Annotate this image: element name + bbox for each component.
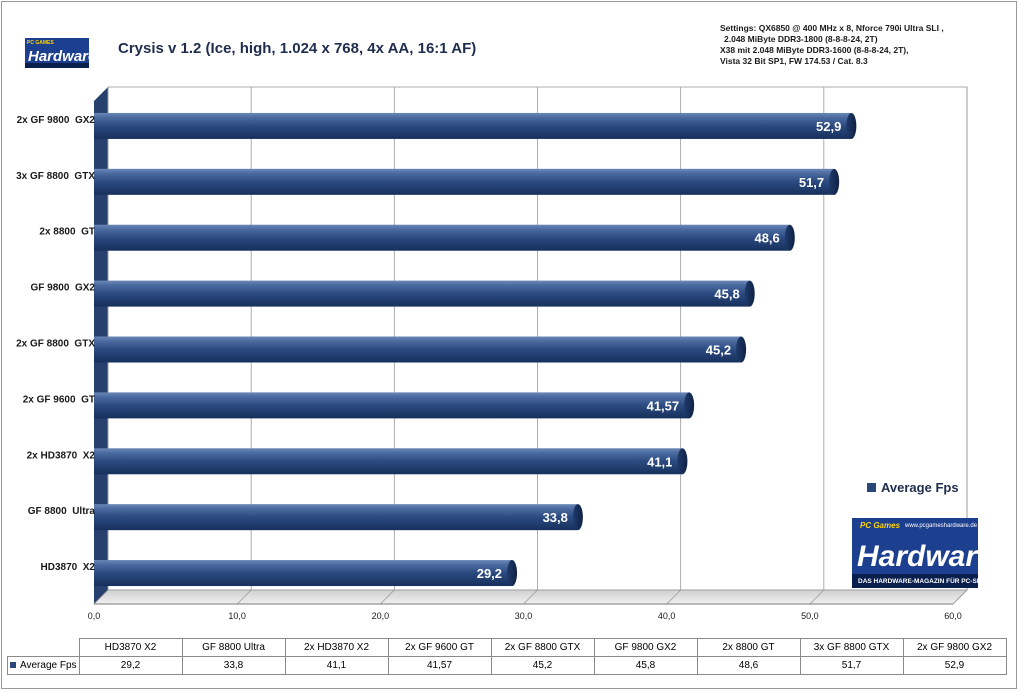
x-tick-label: 40,0 — [658, 611, 676, 621]
x-tick-label: 50,0 — [801, 611, 819, 621]
table-header-cell: 3x GF 8800 GTX — [799, 638, 904, 657]
logo-bottom-tagline: DAS HARDWARE-MAGAZIN FÜR PC-SPIELER — [858, 576, 1001, 585]
bar-value-label: 41,1 — [647, 454, 672, 469]
bar-value-label: 33,8 — [543, 510, 568, 525]
bar-value-label: 45,2 — [706, 343, 731, 358]
legend-label: Average Fps — [881, 480, 959, 495]
bar — [94, 392, 690, 419]
table-header-cell: 2x HD3870 X2 — [284, 638, 389, 657]
table-value-cell: 45,2 — [490, 656, 595, 675]
settings-line: Vista 32 Bit SP1, FW 174.53 / Cat. 8.3 — [720, 56, 868, 66]
category-label: 2x 8800 GT — [39, 227, 95, 238]
bars: 52,9 51,7 48,6 45,8 45,2 41,57 41,1 33,8 29,2 — [94, 112, 857, 587]
table-header-cell: 2x GF 9600 GT — [387, 638, 492, 657]
bar-cap — [846, 112, 857, 139]
bar — [94, 504, 578, 531]
floor-gridline — [666, 589, 681, 605]
table-value-cell: 51,7 — [799, 656, 904, 675]
table-value-cell: 41,1 — [284, 656, 389, 675]
x-tick-label: 10,0 — [228, 611, 246, 621]
bar — [94, 112, 852, 139]
category-label: 2x HD3870 X2 — [27, 450, 96, 461]
table-value-cell: 48,6 — [696, 656, 801, 675]
logo-top: PC GAMES Hardware — [25, 38, 96, 68]
settings-line: Settings: QX6850 @ 400 MHz x 8, Nforce 7… — [720, 23, 944, 33]
settings-line: 2.048 MiByte DDR3-1800 (8-8-8-24, 2T) — [724, 34, 878, 44]
logo-top-main: Hardware — [28, 48, 96, 65]
bar — [94, 224, 790, 251]
logo-bottom-main: Hardware — [857, 540, 994, 573]
bar-value-label: 51,7 — [799, 175, 824, 190]
bar-cap — [784, 224, 795, 251]
bar-cap — [572, 504, 583, 531]
bar-value-label: 29,2 — [477, 566, 502, 581]
table-header-cell: GF 9800 GX2 — [593, 638, 698, 657]
table-series-cell: Average Fps — [7, 656, 80, 675]
bar-value-label: 52,9 — [816, 119, 841, 134]
table-value-cell: 41,57 — [387, 656, 492, 675]
settings-text: Settings: QX6850 @ 400 MHz x 8, Nforce 7… — [720, 23, 944, 66]
category-labels: 2x GF 9800 GX2 3x GF 8800 GTX 2x 8800 GT GF… — [16, 115, 95, 573]
x-tick-label: 20,0 — [372, 611, 390, 621]
category-label: 2x GF 9800 GX2 — [17, 115, 96, 126]
bar-value-label: 48,6 — [754, 231, 779, 246]
table-header-cell: 2x GF 9800 GX2 — [902, 638, 1007, 657]
x-tick-label: 0,0 — [88, 611, 101, 621]
table-value-cell: 45,8 — [593, 656, 698, 675]
bar-cap — [684, 392, 695, 419]
table-value-row: Average Fps 29,2 33,8 41,1 41,57 45,2 45,8 48,… — [7, 656, 1007, 675]
logo-bottom-url: www.pcgameshardware.de — [904, 523, 978, 529]
bar — [94, 336, 742, 363]
table-header-cell: 2x GF 8800 GTX — [490, 638, 595, 657]
logo-top-small: PC GAMES — [27, 40, 54, 46]
table-series-label: Average Fps — [20, 660, 77, 671]
category-label: 3x GF 8800 GTX — [16, 171, 95, 182]
bar — [94, 448, 683, 475]
bar-cap — [744, 280, 755, 307]
legend-swatch — [867, 483, 876, 492]
bar — [94, 168, 835, 195]
floor-gridline — [952, 589, 968, 605]
logo-bottom-small: PC Games — [860, 521, 901, 530]
table-series-swatch — [10, 662, 16, 669]
category-label: 2x GF 9600 GT — [23, 394, 95, 405]
chart-title: Crysis v 1.2 (Ice, high, 1.024 x 768, 4x… — [118, 40, 476, 57]
floor-gridline — [380, 589, 395, 605]
floor-gridline — [809, 589, 825, 605]
legend: Average Fps — [867, 480, 959, 495]
x-tick-label: 30,0 — [515, 611, 533, 621]
category-label: 2x GF 8800 GTX — [16, 339, 95, 350]
floor-gridline — [236, 589, 252, 605]
table-header-cell: HD3870 X2 — [78, 638, 183, 657]
table-value-cell: 52,9 — [902, 656, 1007, 675]
bar-cap — [736, 336, 747, 363]
category-label: GF 9800 GX2 — [31, 283, 96, 294]
table-value-cell: 33,8 — [181, 656, 286, 675]
bar-value-label: 41,57 — [647, 398, 680, 413]
data-table: HD3870 X2 GF 8800 Ultra 2x HD3870 X2 2x GF … — [7, 638, 1007, 675]
bar-cap — [829, 168, 840, 195]
bar — [94, 280, 750, 307]
bar-cap — [507, 560, 518, 587]
bar-value-label: 45,8 — [714, 287, 739, 302]
table-header-row: HD3870 X2 GF 8800 Ultra 2x HD3870 X2 2x GF … — [7, 638, 1007, 657]
bar — [94, 560, 513, 587]
table-header-cell: GF 8800 Ultra — [181, 638, 286, 657]
x-tick-label: 60,0 — [944, 611, 962, 621]
bar-cap — [677, 448, 688, 475]
floor-gridline — [523, 589, 538, 605]
settings-line: X38 mit 2.048 MiByte DDR3-1600 (8-8-8-24… — [720, 45, 909, 55]
logo-bottom: PC Games www.pcgameshardware.de Hardware… — [852, 518, 1001, 588]
table-corner — [7, 638, 80, 657]
table-value-cell: 29,2 — [78, 656, 183, 675]
x-tick-labels: 0,0 10,0 20,0 30,0 40,0 50,0 60,0 — [88, 611, 962, 621]
table-header-cell: 2x 8800 GT — [696, 638, 801, 657]
category-label: GF 8800 Ultra — [28, 506, 96, 517]
category-label: HD3870 X2 — [41, 562, 96, 573]
floor-gridline — [93, 589, 109, 605]
